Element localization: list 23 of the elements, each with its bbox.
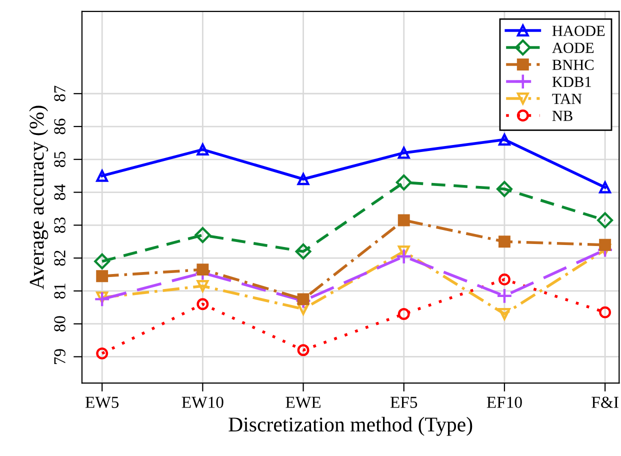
legend-label: BNHC xyxy=(552,60,594,70)
y-tick-label: 86 xyxy=(54,118,66,134)
x-tick-label: EF10 xyxy=(486,396,522,408)
legend-label: AODE xyxy=(552,42,594,53)
y-tick-label: 80 xyxy=(54,316,66,332)
y-tick-label: 87 xyxy=(54,86,66,102)
y-tick-label: 83 xyxy=(54,217,66,233)
y-tick-label: 82 xyxy=(54,250,66,266)
x-tick-label: EF5 xyxy=(390,396,418,408)
x-tick-label: EW10 xyxy=(182,396,224,408)
legend-label: HAODE xyxy=(552,26,605,36)
x-tick-label: EW5 xyxy=(85,396,119,408)
legend-label: KDB1 xyxy=(552,76,591,87)
x-tick-label: EWE xyxy=(286,396,320,408)
y-tick-label: 84 xyxy=(54,184,66,200)
legend-label: TAN xyxy=(552,94,582,104)
y-axis-title: Average accuracy (%) xyxy=(29,106,48,290)
y-tick-label: 81 xyxy=(54,284,66,299)
y-tick-label: 79 xyxy=(54,349,66,364)
y-tick-label: 85 xyxy=(54,152,66,168)
x-tick-label: F&I xyxy=(592,396,618,408)
legend-label: NB xyxy=(552,110,572,121)
x-axis-title: Discretization method (Type) xyxy=(228,416,472,436)
